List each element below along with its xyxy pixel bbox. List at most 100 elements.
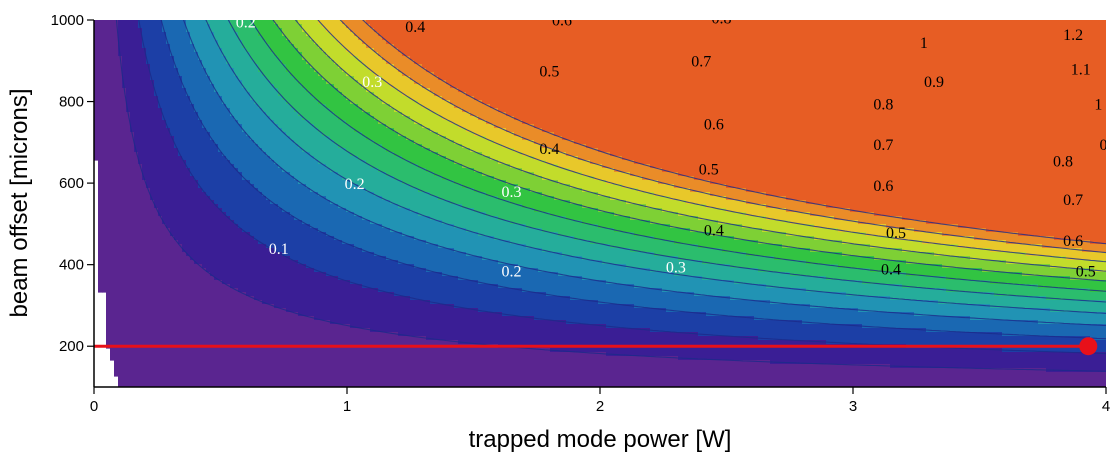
contour-cell: [126, 328, 131, 333]
contour-cell: [234, 108, 239, 113]
contour-cell: [246, 372, 251, 377]
contour-cell: [182, 372, 187, 377]
contour-cell: [122, 36, 127, 41]
contour-cell: [150, 224, 155, 229]
contour-cell: [302, 372, 307, 377]
contour-cell: [174, 208, 179, 213]
contour-cell: [262, 368, 267, 373]
contour-cell: [230, 340, 235, 345]
contour-cell: [102, 264, 107, 269]
contour-cell: [166, 96, 171, 101]
contour-cell: [134, 308, 139, 313]
contour-cell: [166, 364, 171, 369]
contour-cell: [290, 304, 295, 309]
contour-cell: [186, 292, 191, 297]
contour-cell: [202, 316, 207, 321]
contour-cell: [226, 132, 231, 137]
contour-cell: [234, 128, 239, 133]
contour-cell: [202, 56, 207, 61]
contour-cell: [126, 60, 131, 65]
contour-cell: [174, 120, 179, 125]
contour-cell: [154, 72, 159, 77]
contour-cell: [282, 236, 287, 241]
contour-cell: [126, 168, 131, 173]
contour-cell: [242, 260, 247, 265]
contour-cell: [294, 92, 299, 97]
contour-cell: [110, 20, 115, 25]
contour-cell: [258, 112, 263, 117]
contour-cell: [222, 160, 227, 165]
contour-cell: [282, 224, 287, 229]
contour-cell: [234, 236, 239, 241]
contour-cell: [170, 248, 175, 253]
contour-cell: [162, 252, 167, 257]
contour-cell: [254, 76, 259, 81]
contour-cell: [250, 256, 255, 261]
contour-cell: [122, 40, 127, 45]
contour-cell: [262, 96, 267, 101]
contour-cell: [178, 144, 183, 149]
contour-cell: [158, 160, 163, 165]
contour-cell: [178, 128, 183, 133]
contour-cell: [234, 172, 239, 177]
contour-cell: [102, 248, 107, 253]
contour-cell: [138, 336, 143, 341]
contour-cell: [146, 324, 151, 329]
contour-cell: [122, 220, 127, 225]
contour-cell: [198, 244, 203, 249]
contour-cell: [230, 268, 235, 273]
contour-cell: [190, 112, 195, 117]
contour-cell: [102, 260, 107, 265]
contour-cell: [270, 28, 275, 33]
contour-cell: [294, 316, 299, 321]
contour-cell: [270, 104, 275, 109]
contour-cell: [290, 160, 295, 165]
contour-cell: [262, 144, 267, 149]
contour-cell: [142, 288, 147, 293]
contour-cell: [126, 332, 131, 337]
contour-cell: [102, 88, 107, 93]
contour-cell: [246, 368, 251, 373]
contour-cell: [130, 60, 135, 65]
contour-cell: [178, 228, 183, 233]
contour-cell: [306, 304, 311, 309]
contour-cell: [230, 168, 235, 173]
contour-cell: [130, 100, 135, 105]
contour-cell: [270, 320, 275, 325]
contour-cell: [154, 36, 159, 41]
contour-cell: [250, 300, 255, 305]
contour-cell: [146, 28, 151, 33]
contour-cell: [214, 64, 219, 69]
contour-cell: [214, 104, 219, 109]
contour-cell: [138, 296, 143, 301]
contour-cell: [214, 316, 219, 321]
contour-cell: [98, 108, 103, 113]
contour-cell: [130, 80, 135, 85]
contour-cell: [218, 360, 223, 365]
contour-cell: [250, 84, 255, 89]
contour-cell: [102, 228, 107, 233]
contour-cell: [202, 156, 207, 161]
contour-cell: [154, 124, 159, 129]
contour-cell: [226, 252, 231, 257]
contour-cell: [218, 80, 223, 85]
contour-cell: [242, 248, 247, 253]
contour-cell: [226, 100, 231, 105]
contour-cell: [202, 332, 207, 337]
contour-cell: [254, 244, 259, 249]
contour-cell: [150, 280, 155, 285]
contour-cell: [182, 284, 187, 289]
contour-cell: [194, 240, 199, 245]
contour-cell: [110, 332, 115, 337]
contour-cell: [282, 176, 287, 181]
contour-cell: [258, 252, 263, 257]
contour-cell: [218, 248, 223, 253]
contour-cell: [294, 276, 299, 281]
contour-cell: [126, 80, 131, 85]
contour-cell: [302, 284, 307, 289]
contour-cell: [226, 364, 231, 369]
contour-cell: [218, 268, 223, 273]
contour-cell: [238, 204, 243, 209]
contour-cell: [206, 184, 211, 189]
contour-cell: [142, 368, 147, 373]
